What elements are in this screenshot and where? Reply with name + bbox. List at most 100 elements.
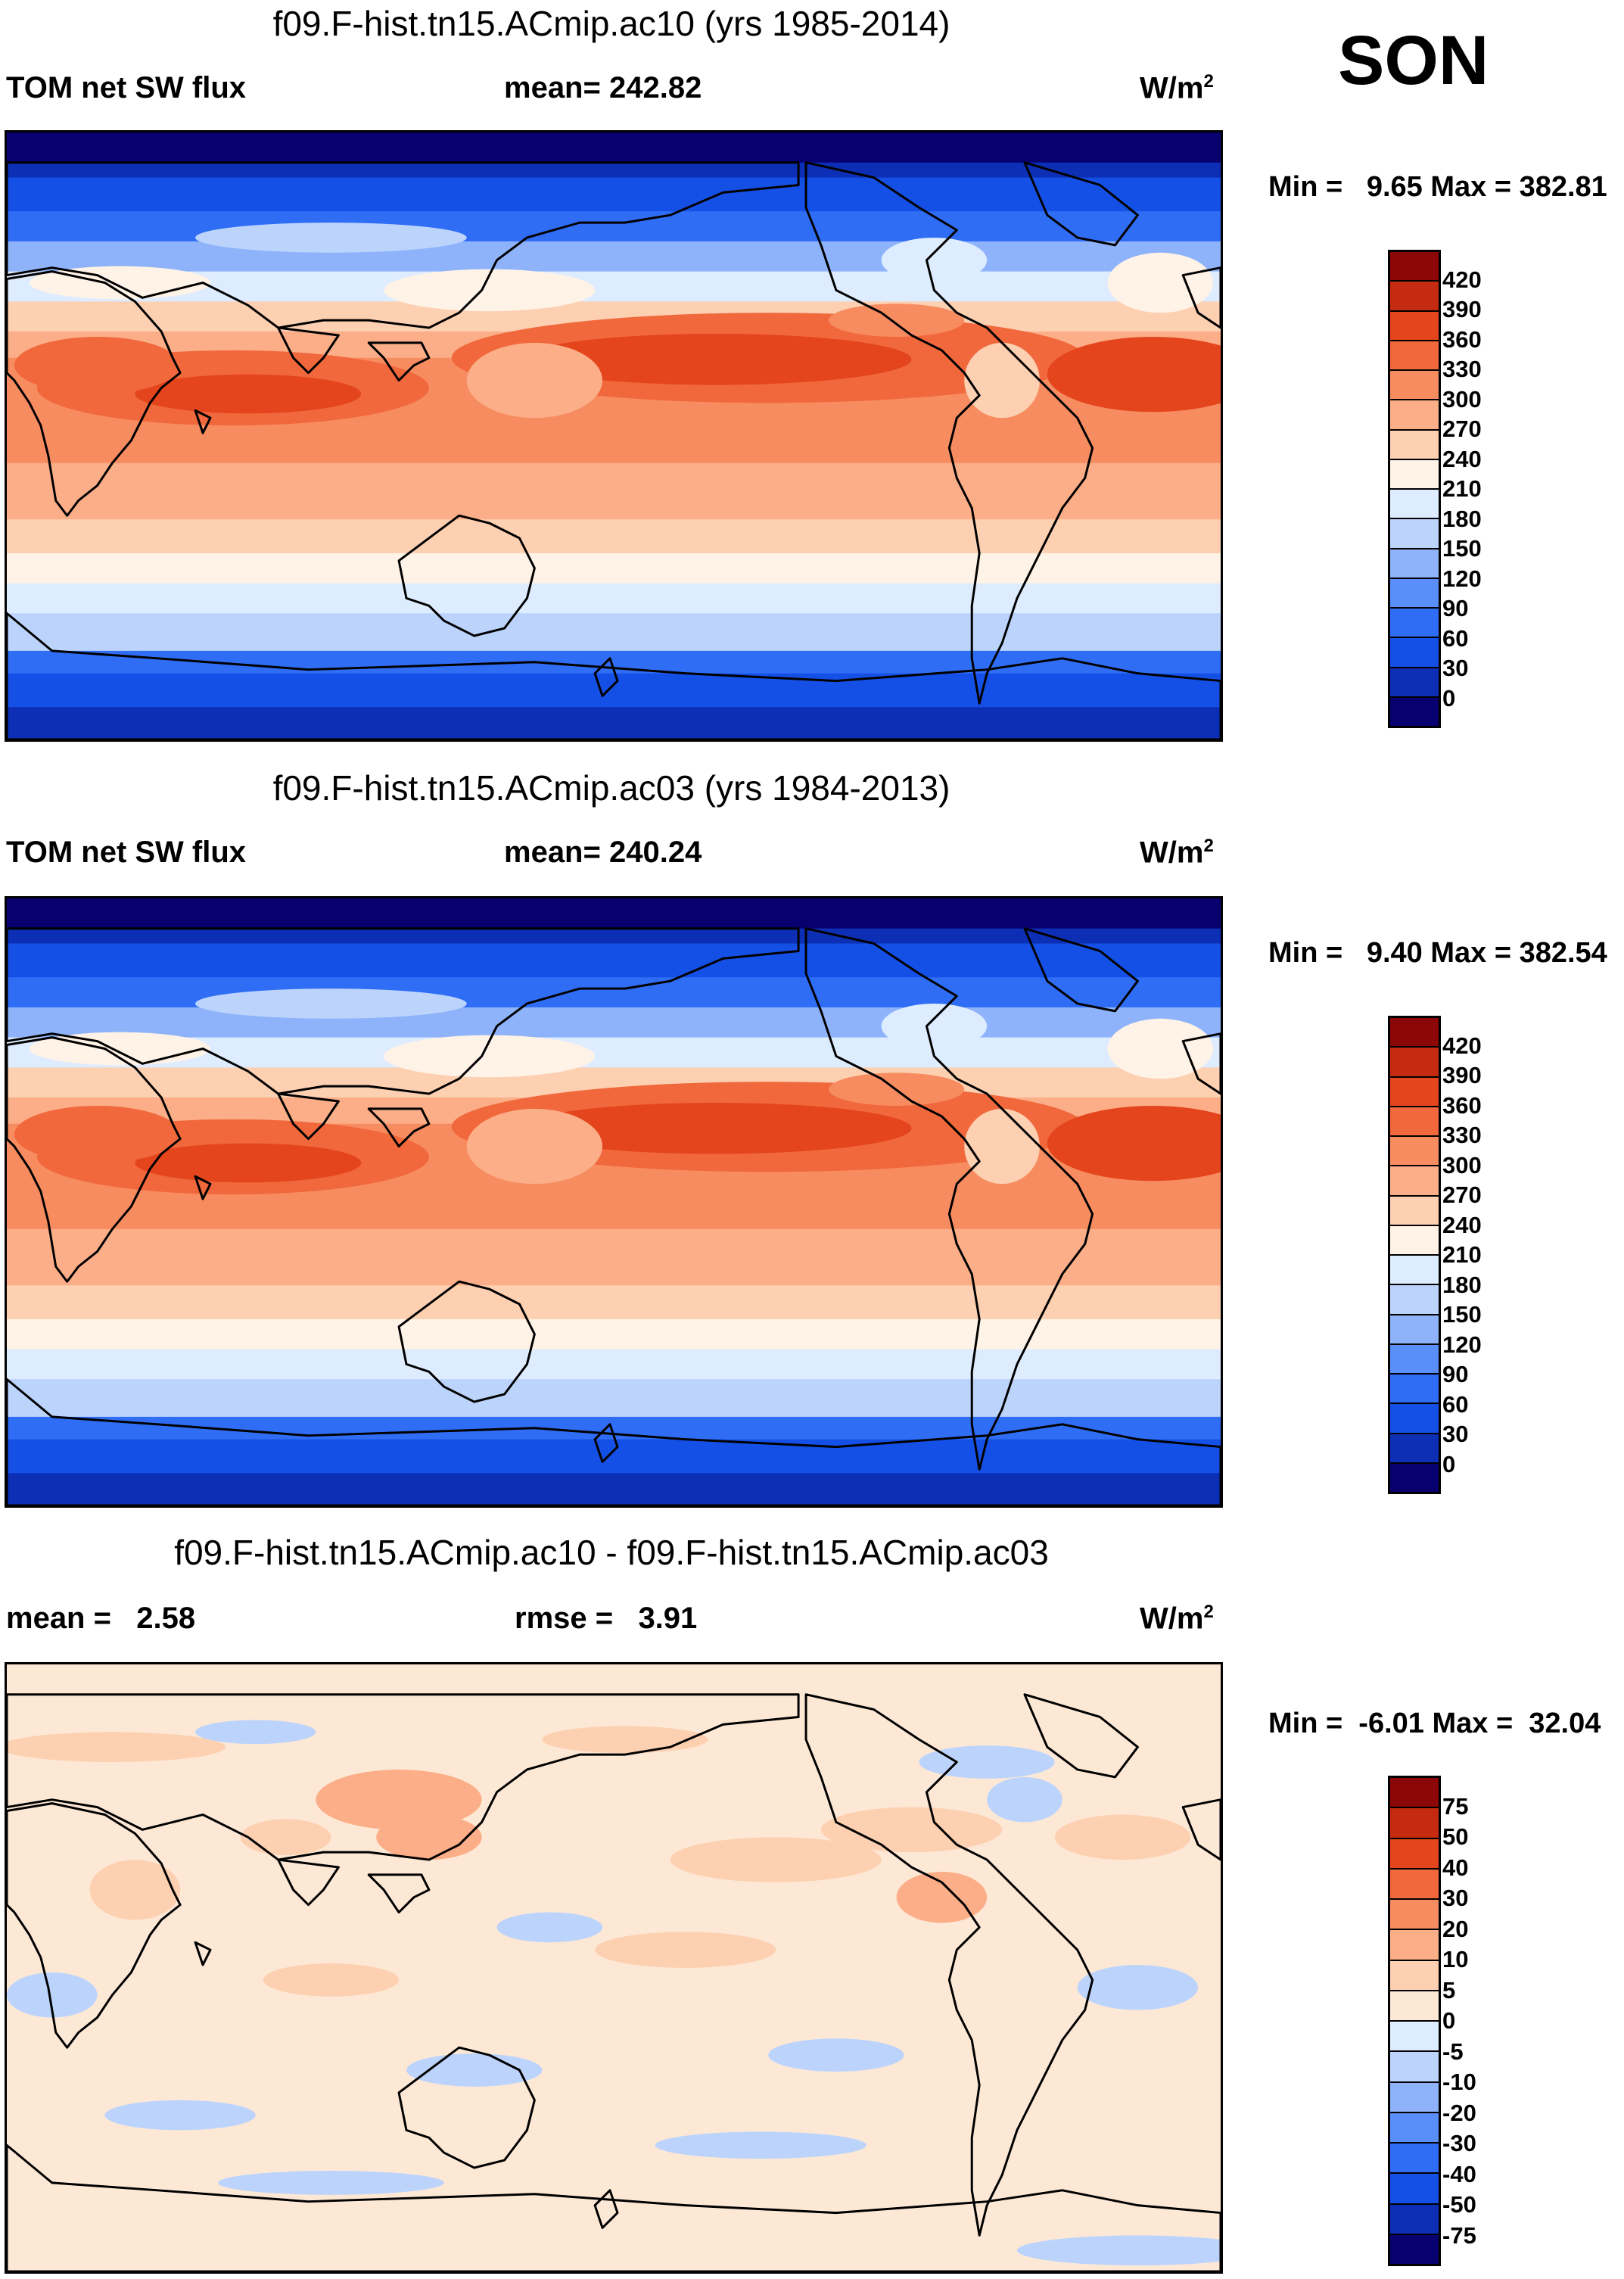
colorbar-swatch (1390, 1315, 1439, 1345)
colorbar-swatch (1390, 341, 1439, 371)
colorbar-swatch (1390, 1404, 1439, 1434)
colorbar-tick-label: 10 (1442, 1946, 1469, 1972)
flux-band (7, 1349, 1221, 1381)
colorbar-tick-label: 300 (1442, 1151, 1482, 1178)
flux-band (7, 211, 1221, 242)
colorbar-tick-label: 300 (1442, 385, 1482, 413)
coastline (367, 1873, 431, 1914)
flux-feature (964, 1108, 1040, 1185)
colorbar-tick-label: 40 (1442, 1854, 1469, 1881)
flux-band (7, 462, 1221, 521)
flux-band (7, 241, 1221, 272)
difference-blotch (89, 1860, 181, 1920)
colorbar-tick-label: 0 (1442, 1450, 1456, 1477)
flux-band (7, 519, 1221, 554)
panel1-mean: mean= 242.82 (504, 71, 702, 104)
colorbar-swatch (1390, 1434, 1439, 1464)
difference-blotch (217, 2170, 444, 2195)
colorbar-swatch (1390, 252, 1439, 282)
colorbar-swatch (1390, 1256, 1439, 1286)
flux-feature (135, 374, 362, 414)
flux-feature (1047, 336, 1221, 413)
colorbar-swatch (1390, 311, 1439, 341)
colorbar-tick-label: -40 (1442, 2160, 1476, 2187)
panel2-mean: mean= 240.24 (504, 836, 702, 869)
colorbar-tick-label: 30 (1442, 655, 1469, 681)
colorbar-tick-label: 360 (1442, 325, 1482, 353)
colorbar-swatch (1390, 1225, 1439, 1256)
colorbar-swatch (1390, 2052, 1439, 2083)
flux-feature (964, 342, 1040, 419)
flux-feature (466, 1108, 603, 1185)
colorbar-swatch (1390, 459, 1439, 490)
flux-feature (195, 989, 467, 1019)
colorbar-tick-label: 210 (1442, 1241, 1482, 1268)
flux-band (7, 977, 1221, 1008)
colorbar-tick-label: 60 (1442, 1390, 1469, 1418)
colorbar-swatch (1390, 371, 1439, 401)
coastline (804, 161, 1094, 705)
colorbar-swatch (1390, 490, 1439, 520)
flux-band (7, 177, 1221, 213)
colorbar-tick-label: 50 (1442, 1823, 1469, 1850)
colorbar-swatch (1390, 2234, 1439, 2264)
coastline (7, 2144, 1221, 2271)
colorbar-tick-label: 420 (1442, 266, 1482, 293)
difference-blotch (820, 1807, 1003, 1853)
flux-feature (881, 1003, 988, 1049)
colorbar-tick-label: -5 (1442, 2038, 1464, 2065)
flux-band (7, 707, 1221, 739)
colorbar-tick-label: 90 (1442, 595, 1469, 621)
colorbar-swatch (1390, 1808, 1439, 1839)
difference-blotch (7, 1972, 98, 2018)
flux-band (7, 943, 1221, 979)
difference-blotch (195, 1720, 316, 1745)
colorbar-swatch (1390, 697, 1439, 726)
colorbar-tick-label: -20 (1442, 2099, 1476, 2126)
colorbar-swatch (1390, 2082, 1439, 2113)
colorbar-tick-label: 240 (1442, 1211, 1482, 1238)
panel1-variable: TOM net SW flux (6, 71, 247, 104)
difference-blotch (670, 1837, 882, 1882)
colorbar-swatch (1390, 1166, 1439, 1197)
colorbar-tick-label: 75 (1442, 1792, 1469, 1820)
flux-band (7, 613, 1221, 652)
colorbar-swatch (1390, 1463, 1439, 1492)
colorbar-swatch (1390, 1285, 1439, 1315)
coastline (1023, 927, 1139, 1013)
coastline (1181, 266, 1221, 329)
colorbar-tick-label: 150 (1442, 1301, 1482, 1328)
difference-blotch (768, 2038, 904, 2072)
flux-feature (519, 334, 912, 385)
panel1-units: W/m2 (1140, 71, 1214, 105)
coastline (397, 514, 536, 637)
coastline (7, 1693, 800, 1861)
colorbar-swatch (1390, 2112, 1439, 2144)
colorbar-tick-label: 240 (1442, 445, 1482, 472)
flux-feature (519, 1102, 912, 1154)
coastline (194, 409, 212, 434)
difference-blotch (7, 1732, 226, 1763)
difference-blotch (406, 2053, 543, 2087)
colorbar-swatch (1390, 1778, 1439, 1809)
colorbar-tick-label: -10 (1442, 2069, 1476, 2095)
colorbar-swatch (1390, 1960, 1439, 1991)
coastline (7, 1036, 182, 1283)
colorbar-swatch (1390, 668, 1439, 698)
difference-blotch (542, 1726, 708, 1754)
panel3-units: W/m2 (1140, 1602, 1214, 1636)
colorbar-swatch (1390, 1344, 1439, 1375)
colorbar-tick-label: -50 (1442, 2191, 1476, 2218)
colorbar-swatch (1390, 2174, 1439, 2205)
flux-feature (384, 1035, 596, 1078)
colorbar-tick-label: 330 (1442, 356, 1482, 382)
difference-blotch (1077, 1965, 1199, 2010)
colorbar-swatch (1390, 549, 1439, 579)
panel2-units: W/m2 (1140, 836, 1214, 870)
colorbar-tick-label: -75 (1442, 2221, 1476, 2249)
panel1-colorbar (1388, 250, 1441, 728)
colorbar-tick-label: 330 (1442, 1122, 1482, 1148)
flux-band (7, 1473, 1221, 1505)
panel3-minmax: Min = -6.01 Max = 32.04 (1268, 1708, 1601, 1739)
panel2-variable: TOM net SW flux (6, 836, 247, 869)
